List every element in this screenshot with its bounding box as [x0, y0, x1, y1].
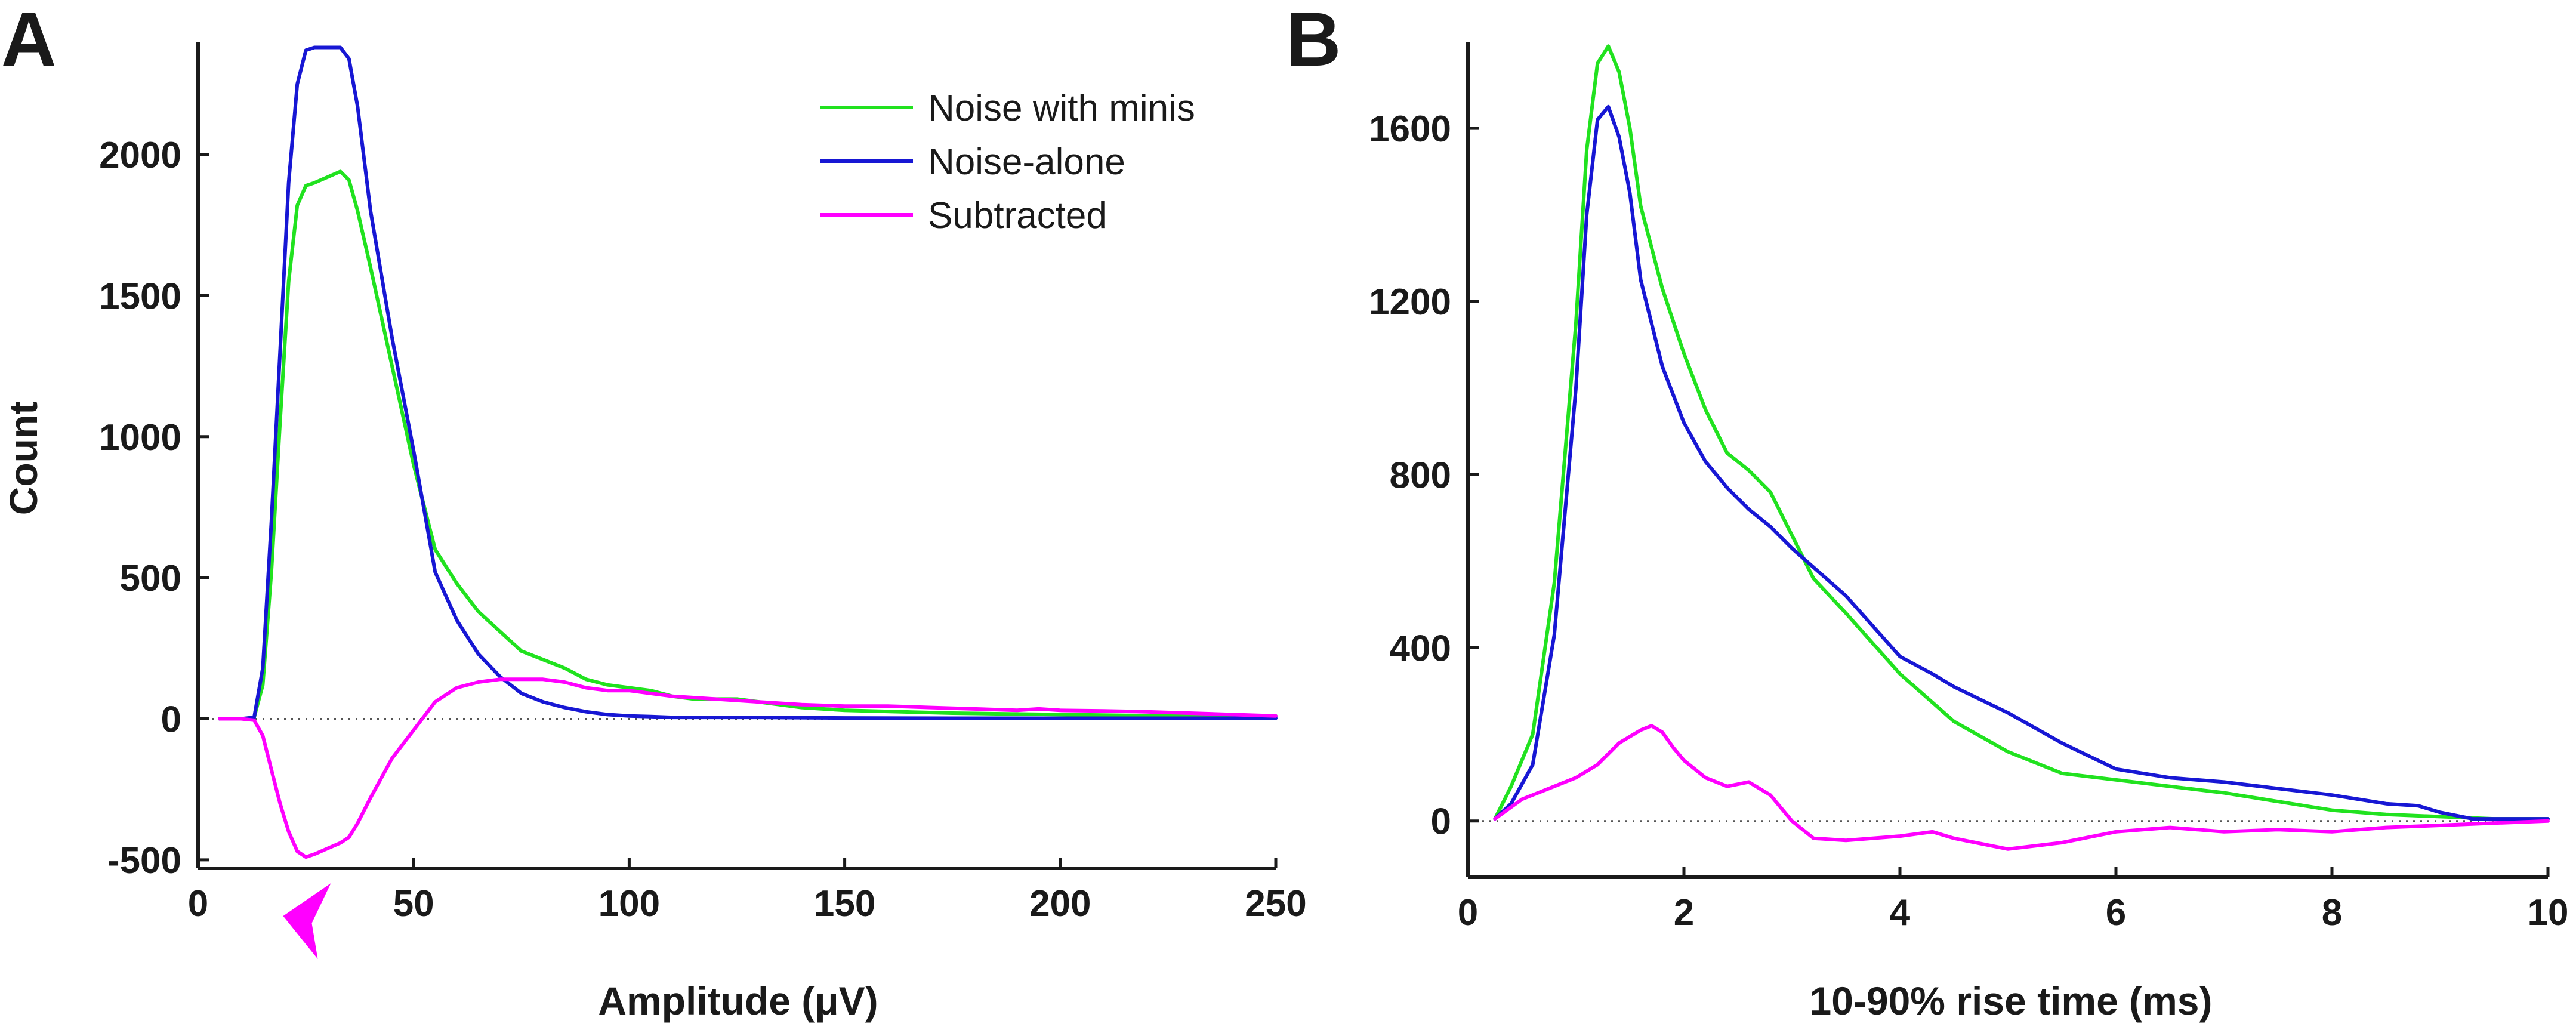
panel-a-y-tick-label: 1000 [99, 417, 181, 458]
panel-a-x-tick-label: 250 [1245, 883, 1306, 924]
panel-b-x-axis-label: 10-90% rise time (ms) [1810, 979, 2213, 1023]
panel-a-threshold-arrowhead-marker [283, 883, 331, 959]
panel-a-x-tick-label: 50 [393, 883, 434, 924]
panel-a-y-tick-label: 1500 [99, 276, 181, 317]
panel-b-y-tick-label: 1600 [1369, 109, 1451, 150]
panel-a-label: A [1, 0, 56, 82]
panel-b-y-tick-label: 400 [1390, 628, 1451, 670]
panel-a-legend: Noise with minis Noise-alone Subtracted [820, 88, 1195, 236]
panel-a-y-tick-label: 500 [120, 558, 181, 599]
panel-b-series-noise-alone [1493, 104, 2550, 821]
panel-b-series-noise-with-minis [1493, 44, 2550, 821]
panel-b-x-tick-label: 10 [2528, 892, 2569, 933]
panel-b-y-tick-label: 800 [1390, 455, 1451, 496]
panel-a-y-tick-label: -500 [107, 840, 181, 881]
panel-a-x-tick-label: 100 [599, 883, 660, 924]
panel-b-label: B [1286, 0, 1341, 82]
panel-b-x-tick-label: 6 [2106, 892, 2126, 933]
panel-b-x-tick-label: 4 [1890, 892, 1911, 933]
panel-b-y-tick-label: 1200 [1369, 282, 1451, 323]
panel-a-series-subtracted [218, 677, 1278, 859]
panel-a-y-tick-label: 0 [161, 699, 181, 740]
panel-b-series-subtracted [1493, 724, 2550, 851]
legend-label-noise-alone: Noise-alone [928, 141, 1125, 183]
panel-a-y-tick-label: 2000 [99, 135, 181, 176]
panel-a-x-tick-label: 0 [188, 883, 208, 924]
legend-label-noise-with-minis: Noise with minis [928, 88, 1195, 129]
panel-b-x-tick-label: 0 [1458, 892, 1478, 933]
legend-label-subtracted: Subtracted [928, 195, 1107, 236]
panel-a-series-noise-alone [218, 45, 1278, 721]
panel-a-x-axis-label: Amplitude (μV) [598, 979, 878, 1023]
panel-a: A Count Amplitude (μV) Noise with minis … [1, 0, 1307, 1023]
panel-a-y-axis-label: Count [1, 402, 45, 516]
panel-b-x-tick-label: 8 [2322, 892, 2342, 933]
panel-a-x-tick-label: 150 [814, 883, 875, 924]
panel-a-x-tick-label: 200 [1029, 883, 1091, 924]
panel-b-y-tick-label: 0 [1431, 801, 1451, 843]
panel-b-x-tick-label: 2 [1674, 892, 1694, 933]
panel-b: B 10-90% rise time (ms) 0 2 4 6 8 10 0 400 800 12… [1286, 0, 2568, 1023]
